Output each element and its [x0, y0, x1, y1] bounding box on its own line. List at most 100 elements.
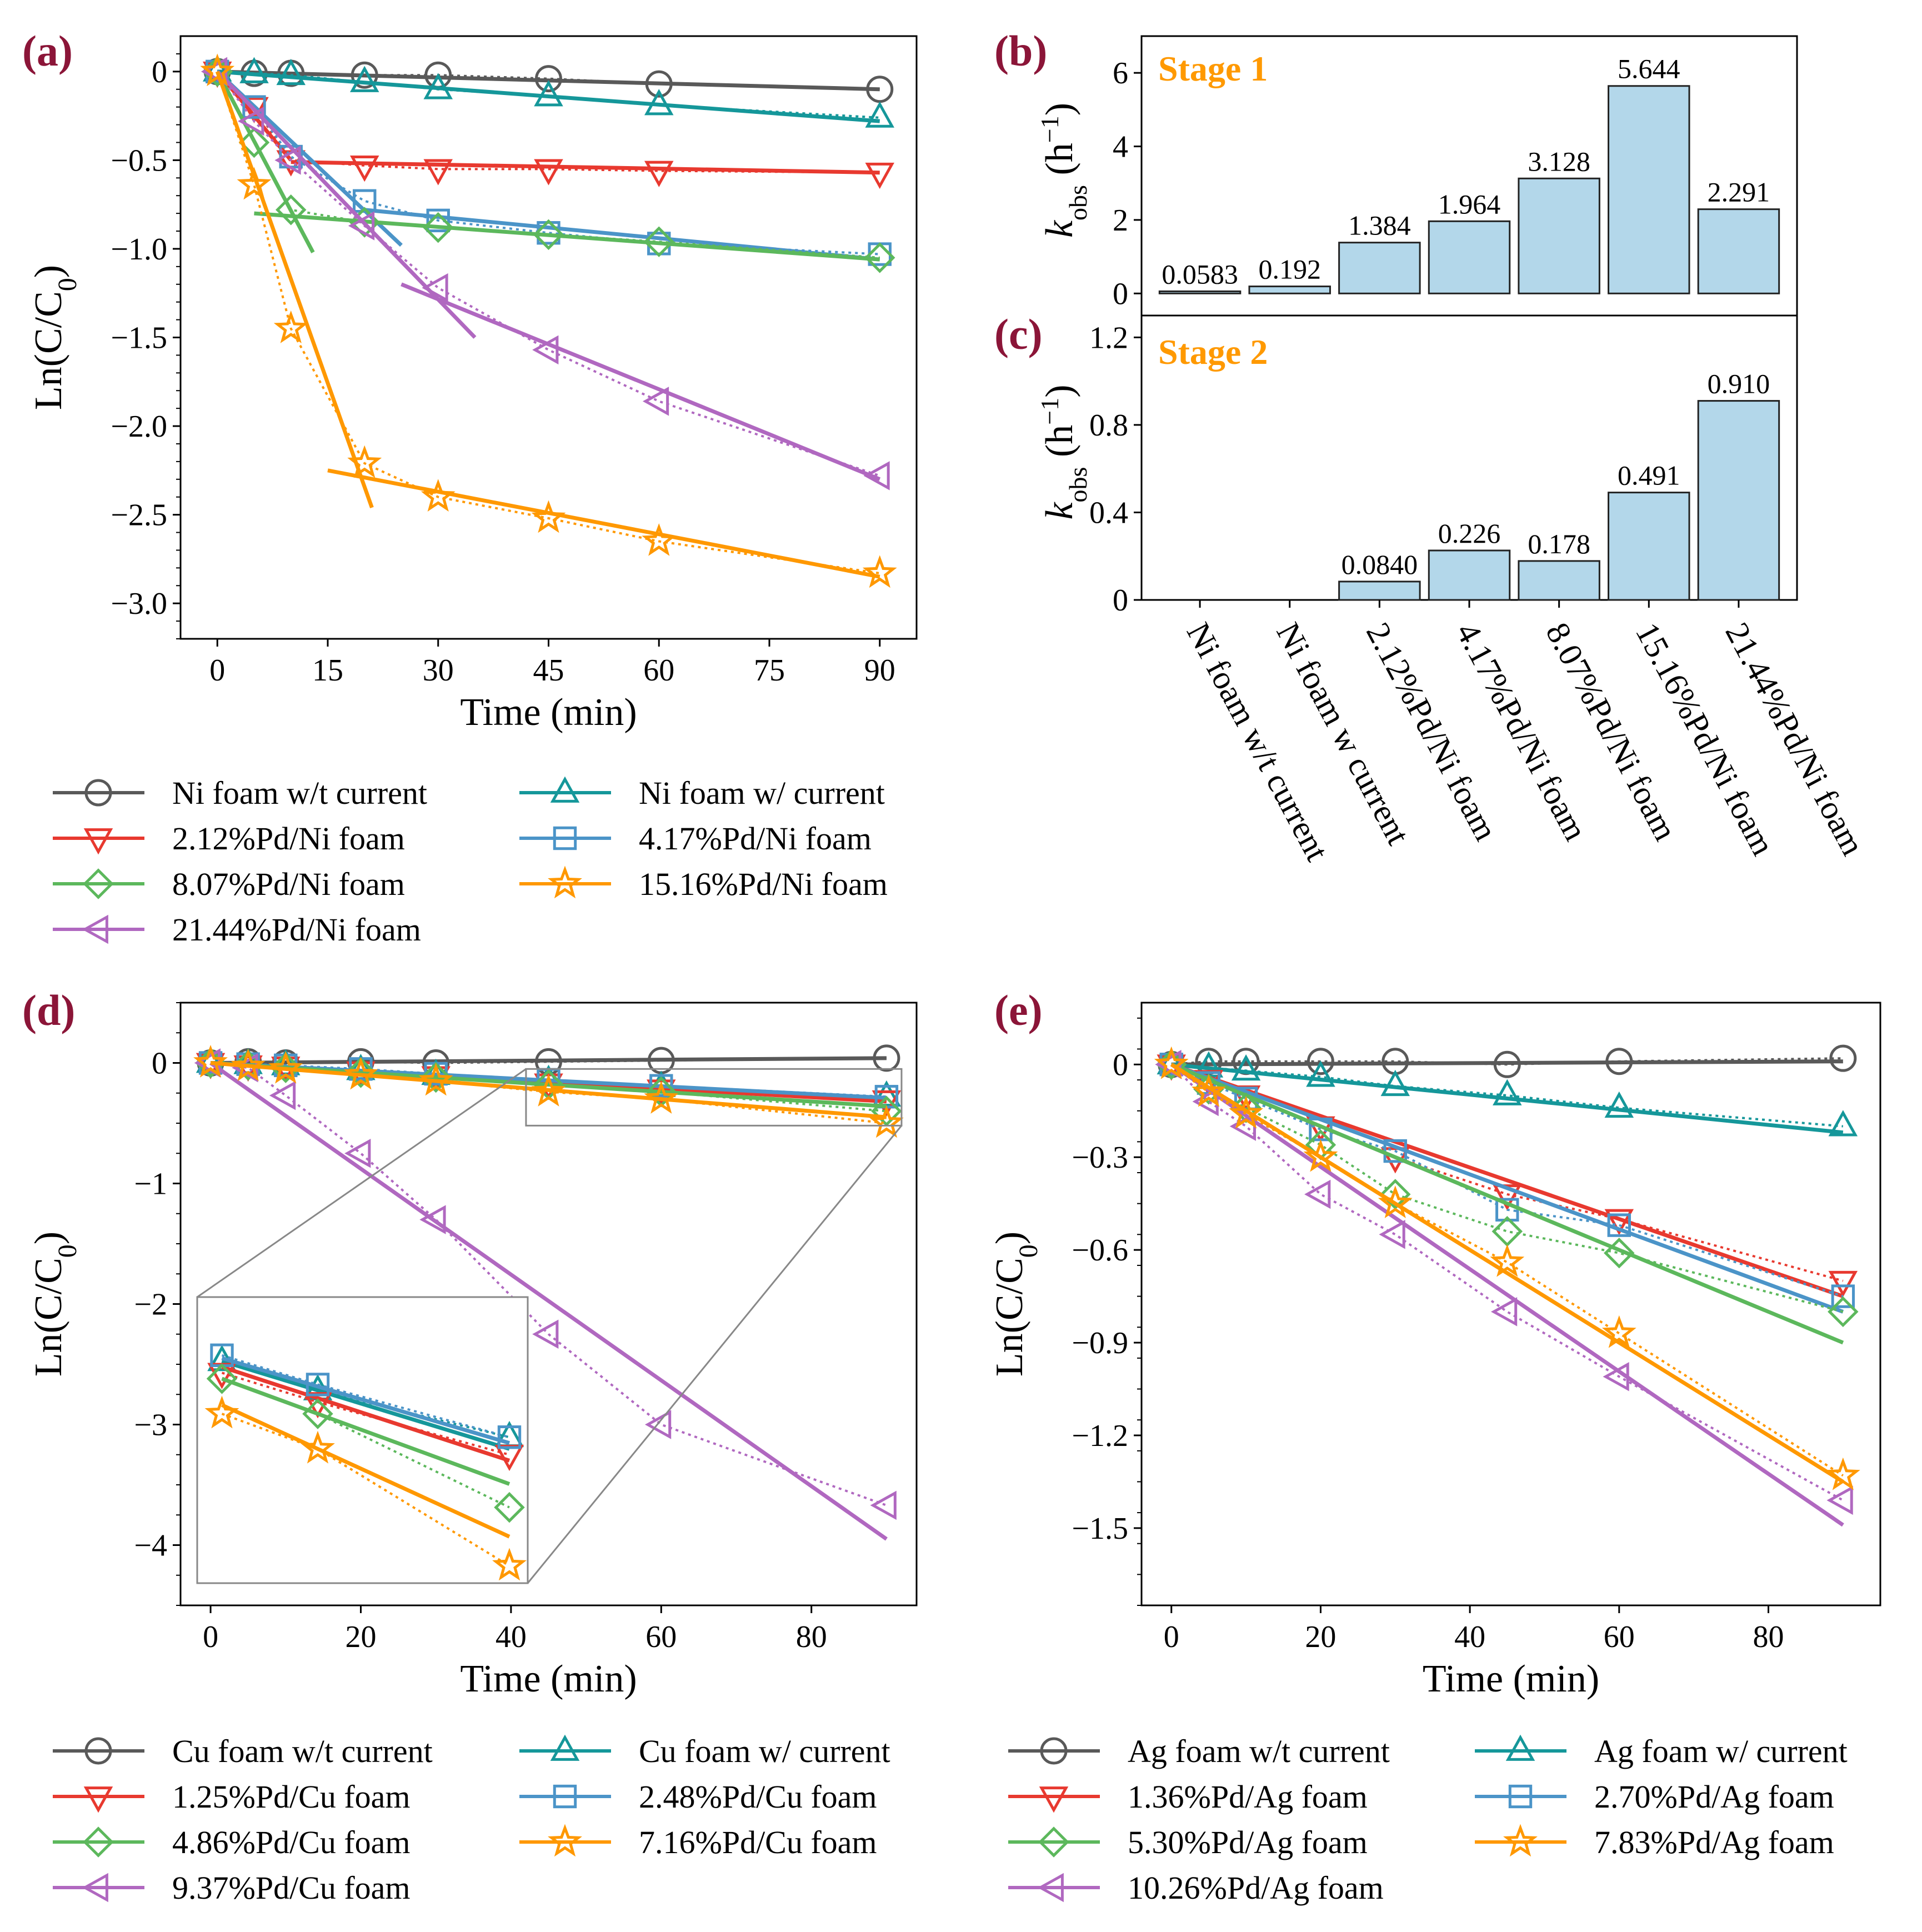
series-4.86%Pd/Cu foam: [206, 1363, 525, 1523]
data-point: [1154, 1046, 1189, 1079]
x-tick-label: 0: [203, 1620, 218, 1654]
bar-15.16%Pd/Ni foam: [1608, 492, 1690, 601]
data-point: [1604, 1209, 1634, 1235]
y-tick-label: −2.0: [111, 409, 167, 444]
fit-line: [221, 1403, 510, 1539]
data-point: [421, 479, 456, 512]
legend-marker: [1503, 1824, 1538, 1857]
data-point: [865, 162, 894, 189]
stage-1-annotation: Stage 1: [1158, 49, 1268, 88]
data-point: [494, 1491, 525, 1523]
data-point: [1493, 1184, 1522, 1211]
legend-label: 9.37%Pd/Cu foam: [172, 1870, 411, 1906]
panel-d: 0 20 40 60 80 0 −1 −2 −3 −4 Time (min) Ln(C/C0): [27, 1002, 918, 1700]
legend-item: 10.26%Pd/Ag foam: [1008, 1870, 1384, 1906]
legend-label: 10.26%Pd/Ag foam: [1128, 1870, 1384, 1906]
legend-item: Ni foam w/t current: [53, 775, 427, 811]
legend-label: 21.44%Pd/Ni foam: [172, 912, 421, 948]
inset-frame: [196, 1296, 529, 1584]
y-axis-label-text: kobs (h−1): [1035, 103, 1092, 238]
data-point: [1601, 1315, 1636, 1348]
legend-item: 4.86%Pd/Cu foam: [53, 1824, 411, 1860]
data-point: [1826, 1485, 1853, 1515]
bar-value-label: 0.226: [1438, 518, 1501, 549]
fit-line: [1170, 1063, 1844, 1527]
data-point: [1306, 1060, 1335, 1087]
series-1.36%Pd/Ag foam: [1157, 1054, 1858, 1298]
y-axis-label-text: Ln(C/C0): [27, 1232, 82, 1377]
legend-marker: [82, 914, 108, 944]
fit-line: [254, 211, 880, 262]
legend-marker: [550, 776, 580, 803]
legend-label: 8.07%Pd/Ni foam: [172, 866, 405, 902]
data-point: [239, 57, 269, 83]
x-tick-label: 30: [423, 653, 454, 688]
data-point: [1605, 1048, 1633, 1075]
data-point: [645, 70, 673, 98]
legend-marker: [550, 1734, 580, 1761]
x-tick-label: 75: [754, 653, 785, 688]
fit-line: [211, 1056, 887, 1065]
data-point: [231, 1048, 266, 1082]
data-point: [1303, 1139, 1338, 1172]
bar-2.12%Pd/Ni foam: [1338, 242, 1421, 294]
data-point: [531, 1074, 566, 1107]
series-7.16%Pd/Cu foam: [193, 1045, 904, 1138]
legend-item: 7.83%Pd/Ag foam: [1475, 1824, 1834, 1860]
bar-4.17%Pd/Ni foam: [1428, 220, 1511, 294]
plot-area: [200, 53, 897, 588]
data-point: [350, 66, 379, 92]
legend-label: Cu foam w/ current: [639, 1733, 890, 1769]
bar-21.44%Pd/Ni foam: [1697, 400, 1780, 601]
y-axis-label-text: Ln(C/C0): [988, 1232, 1043, 1377]
data-point: [642, 523, 677, 556]
y-tick-label: 4: [1113, 130, 1128, 164]
series-data-line: [210, 1062, 887, 1506]
data-point: [873, 1044, 900, 1072]
data-point: [345, 1057, 377, 1088]
data-point: [644, 161, 674, 187]
bar-value-label: 0.910: [1708, 368, 1770, 399]
series-data-line: [1170, 1063, 1844, 1501]
bar-8.07%Pd/Ni foam: [1518, 560, 1600, 601]
y-axis-label: kobs (h−1): [1035, 103, 1092, 238]
data-point: [1604, 1237, 1635, 1269]
x-tick-label: 0: [209, 653, 225, 688]
legend-label: 5.30%Pd/Ag foam: [1128, 1824, 1368, 1860]
bar-value-label: 5.644: [1618, 53, 1680, 84]
data-point: [644, 1410, 672, 1439]
x-tick-label: 90: [864, 653, 895, 688]
y-tick-label: −4: [134, 1529, 167, 1563]
series-data-line: [216, 71, 880, 477]
inset-plot: [204, 1343, 527, 1581]
y-tick-label: 0: [1113, 1048, 1128, 1082]
data-point: [238, 127, 270, 158]
bar-21.44%Pd/Ni foam: [1697, 208, 1780, 294]
data-point: [344, 1139, 371, 1168]
plot-area: [1154, 1044, 1860, 1527]
data-point: [643, 226, 674, 257]
data-point: [863, 461, 890, 490]
data-point: [1607, 1213, 1631, 1237]
data-point: [871, 1095, 902, 1127]
fit-line: [210, 1061, 887, 1119]
data-point: [1378, 1185, 1413, 1218]
bar-15.16%Pd/Ni foam: [1608, 85, 1690, 294]
panel-e-label: (e): [994, 986, 1043, 1034]
data-point: [869, 1105, 904, 1138]
data-point: [534, 159, 563, 186]
data-point: [274, 146, 301, 175]
x-tick-label: 80: [1753, 1620, 1784, 1654]
data-point: [418, 1063, 453, 1096]
panel-c-label: (c): [994, 310, 1043, 358]
legend-marker: [548, 1824, 582, 1857]
x-axis-label: Time (min): [460, 1658, 637, 1700]
y-tick-label: 0: [152, 55, 167, 89]
bar-value-label: 1.964: [1438, 188, 1501, 219]
legend-item: 1.25%Pd/Cu foam: [53, 1779, 411, 1815]
legend-item: Ag foam w/t current: [1008, 1733, 1390, 1769]
y-tick-label: 1.2: [1089, 321, 1128, 355]
bar-value-label: 0.491: [1618, 460, 1680, 491]
y-axis-label: Ln(C/C0): [988, 1232, 1043, 1377]
data-point: [1831, 1284, 1855, 1308]
